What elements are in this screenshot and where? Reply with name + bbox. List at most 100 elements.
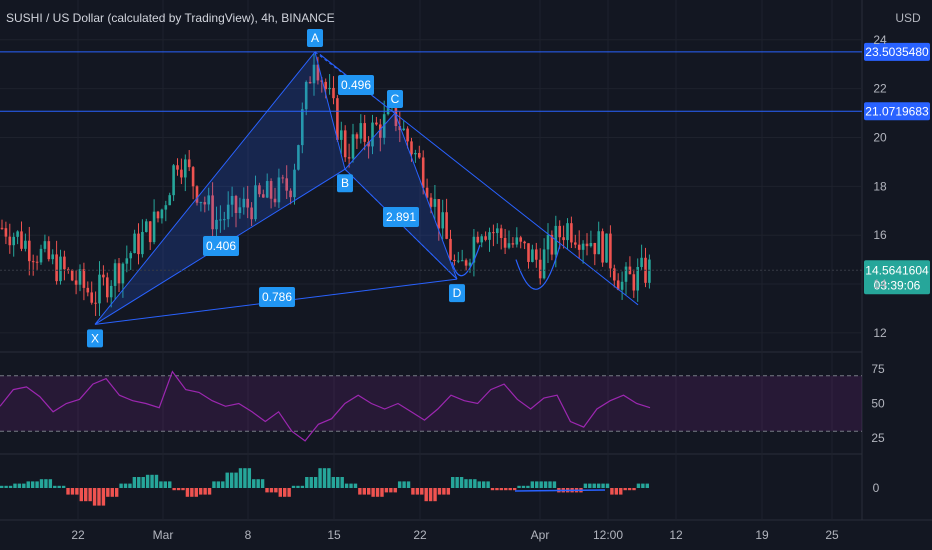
candle-body: [425, 187, 429, 198]
candle-body: [102, 274, 105, 278]
candle-body: [226, 204, 230, 220]
macd-histogram-bar: [451, 477, 455, 488]
candle-body: [164, 205, 168, 210]
candle-body: [453, 259, 456, 262]
pattern-point-label: A: [311, 31, 319, 45]
candle-body: [312, 64, 316, 84]
candle-body: [328, 87, 331, 90]
candle-body: [219, 219, 222, 221]
candle-body: [258, 185, 261, 195]
rsi-line: [0, 370, 651, 442]
candle-body: [379, 124, 382, 138]
candle-body: [574, 242, 577, 245]
candle-body: [640, 257, 643, 267]
candle-body: [168, 195, 171, 206]
macd-histogram-bar: [88, 488, 92, 502]
macd-histogram-bar: [601, 483, 605, 488]
macd-histogram-bar: [610, 488, 614, 495]
candle-body: [203, 202, 207, 205]
pattern-ratio-label: 0.786: [262, 290, 292, 304]
candle-body: [593, 243, 597, 255]
harmonic-pattern[interactable]: X A B C D 0.496 0.406 2.891 0.786: [87, 28, 639, 348]
macd-histogram-bar: [106, 488, 110, 497]
macd-histogram-bar: [234, 472, 238, 488]
time-tick-label: 12:00: [593, 528, 623, 542]
macd-histogram-bar: [605, 483, 610, 488]
macd-histogram-bar: [101, 488, 106, 506]
macd-histogram-bar: [4, 485, 8, 488]
candle-body: [406, 128, 409, 142]
candle-body: [476, 236, 480, 243]
macd-histogram-bar: [375, 488, 380, 497]
macd-histogram-bar: [468, 479, 473, 488]
candle-body: [527, 243, 530, 262]
price-tick-label: 12: [873, 326, 887, 340]
candle-body: [0, 227, 4, 229]
candle-body: [269, 181, 273, 199]
macd-histogram-bar: [238, 468, 243, 488]
chart-title: SUSHI / US Dollar (calculated by Trading…: [6, 11, 335, 25]
macd-histogram-bar: [66, 488, 70, 495]
candle-body: [414, 152, 417, 155]
candlestick-series: [0, 54, 651, 316]
candle-body: [63, 256, 66, 270]
candle-body: [230, 195, 234, 205]
price-tick-label: 24: [873, 33, 887, 47]
candle-body: [109, 285, 113, 298]
macd-histogram-bar: [252, 479, 256, 488]
macd-histogram-bar: [114, 488, 119, 497]
macd-histogram-bar: [287, 488, 291, 497]
candle-body: [601, 231, 604, 263]
candle-body: [156, 211, 160, 219]
macd-histogram-bar: [508, 488, 512, 491]
macd-histogram-bar: [353, 483, 358, 488]
macd-histogram-bar: [349, 483, 353, 488]
macd-histogram-bar: [367, 488, 371, 495]
macd-histogram-bar: [207, 488, 212, 495]
macd-histogram-bar: [243, 468, 247, 488]
candle-body: [542, 249, 546, 279]
candle-body: [515, 237, 519, 245]
macd-histogram-bar: [247, 468, 252, 488]
time-axis[interactable]: 22 Mar 8 15 22 Apr 12:00 12 19 25: [71, 528, 839, 542]
macd-histogram-bar: [194, 488, 198, 497]
pattern-point-badge: [87, 329, 103, 348]
macd-histogram-bar: [123, 483, 128, 488]
candle-body: [199, 202, 203, 204]
price-line-badge: [864, 102, 930, 121]
macd-histogram-bar: [512, 488, 517, 491]
candle-body: [28, 240, 31, 262]
time-tick-label: Mar: [153, 528, 174, 542]
macd-pane: [0, 468, 649, 506]
candle-body: [460, 260, 464, 262]
candle-body: [172, 165, 175, 196]
candle-body: [145, 221, 148, 232]
macd-histogram-bar: [437, 488, 442, 495]
pattern-ratio-label: 2.891: [386, 210, 416, 224]
candle-body: [332, 87, 335, 99]
macd-histogram-bar: [477, 481, 481, 488]
candle-body: [421, 157, 425, 188]
macd-histogram-bar: [256, 479, 260, 488]
candle-body: [367, 141, 370, 147]
candle-body: [308, 81, 312, 84]
candle-body: [98, 274, 101, 304]
candle-body: [511, 243, 515, 245]
candle-body: [121, 263, 125, 284]
candle-body: [262, 194, 265, 198]
macd-histogram-bar: [110, 488, 114, 497]
price-tick-label: 20: [873, 130, 887, 144]
macd-histogram-bar: [70, 488, 75, 495]
candle-body: [70, 270, 74, 281]
bar-countdown: 03:39:06: [874, 278, 921, 292]
macd-histogram-bar: [424, 488, 428, 502]
macd-histogram-bar: [371, 488, 375, 497]
pattern-ratio-badge: [338, 75, 374, 95]
macd-histogram-bar: [428, 488, 433, 502]
trend-line-resistance[interactable]: [319, 54, 639, 306]
candle-body: [581, 243, 585, 250]
macd-histogram-bar: [636, 483, 641, 488]
price-axis[interactable]: 24 22 20 18 16 14 12 75 50 25 0: [871, 33, 887, 495]
